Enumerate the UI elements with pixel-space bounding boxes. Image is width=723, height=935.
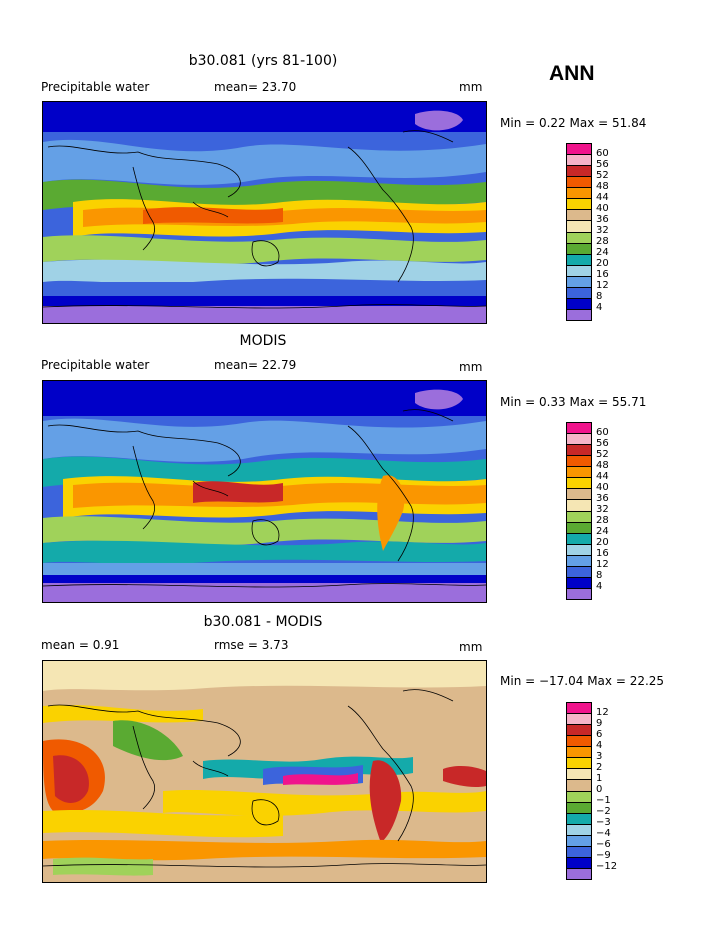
- tick: 24: [596, 247, 609, 258]
- panel-3-colorbar: [566, 702, 592, 880]
- panel-1-minmax-label: Min = 0.22 Max = 51.84: [500, 116, 647, 130]
- tick: 60: [596, 427, 609, 438]
- panel-3-units-label: mm: [459, 640, 483, 654]
- tick: 9: [596, 718, 603, 729]
- panel-2-title: MODIS: [239, 333, 287, 349]
- panel-2-mean-label: mean= 22.79: [214, 358, 297, 372]
- panel-1-map: [42, 101, 487, 324]
- tick: 4: [596, 740, 603, 751]
- panel-2-units-label: mm: [459, 360, 483, 374]
- tick: 52: [596, 449, 609, 460]
- tick: 1: [596, 773, 603, 784]
- tick: 20: [596, 258, 609, 269]
- panel-3-minmax-label: Min = −17.04 Max = 22.25: [500, 674, 665, 688]
- tick: −2: [596, 806, 611, 817]
- tick: 48: [596, 460, 609, 471]
- tick: −4: [596, 828, 611, 839]
- tick: 44: [596, 192, 609, 203]
- tick: 2: [596, 762, 603, 773]
- panel-1-variable-label: Precipitable water: [41, 80, 150, 94]
- tick: 12: [596, 280, 609, 291]
- tick: 36: [596, 493, 609, 504]
- tick: 40: [596, 203, 609, 214]
- panel-1-units-label: mm: [459, 80, 483, 94]
- tick: 8: [596, 570, 603, 581]
- panel-1-title: b30.081 (yrs 81-100): [188, 53, 338, 69]
- tick: 20: [596, 537, 609, 548]
- tick: 28: [596, 515, 609, 526]
- tick: 56: [596, 438, 609, 449]
- panel-3-colorbar-ticks: 12 9 6 4 3 2 1 0 −1 −2 −3 −4 −6 −9 −12: [596, 702, 636, 878]
- tick: 40: [596, 482, 609, 493]
- tick: 8: [596, 291, 603, 302]
- panel-1-colorbar: [566, 143, 592, 321]
- panel-2-colorbar-ticks: 60 56 52 48 44 40 36 32 28 24 20 16 12 8…: [596, 422, 636, 598]
- panel-2-colorbar: [566, 422, 592, 600]
- season-label: ANN: [549, 62, 595, 85]
- tick: 12: [596, 559, 609, 570]
- panel-3-map: [42, 660, 487, 883]
- tick: 36: [596, 214, 609, 225]
- tick: 48: [596, 181, 609, 192]
- tick: 56: [596, 159, 609, 170]
- tick: 4: [596, 302, 603, 313]
- tick: 16: [596, 548, 609, 559]
- tick: 4: [596, 581, 603, 592]
- tick: −12: [596, 861, 618, 872]
- panel-3-mean-label: mean = 0.91: [41, 638, 120, 652]
- tick: −3: [596, 817, 611, 828]
- tick: −6: [596, 839, 611, 850]
- tick: 28: [596, 236, 609, 247]
- tick: 52: [596, 170, 609, 181]
- tick: 3: [596, 751, 603, 762]
- tick: 32: [596, 504, 609, 515]
- panel-2-variable-label: Precipitable water: [41, 358, 150, 372]
- tick: 16: [596, 269, 609, 280]
- tick: 12: [596, 707, 609, 718]
- tick: 60: [596, 148, 609, 159]
- panel-1-mean-label: mean= 23.70: [214, 80, 297, 94]
- panel-2-minmax-label: Min = 0.33 Max = 55.71: [500, 395, 647, 409]
- panel-3-rmse-label: rmse = 3.73: [214, 638, 289, 652]
- tick: 0: [596, 784, 603, 795]
- panel-3-title: b30.081 - MODIS: [203, 614, 323, 630]
- tick: 44: [596, 471, 609, 482]
- tick: 32: [596, 225, 609, 236]
- tick: 24: [596, 526, 609, 537]
- tick: −9: [596, 850, 611, 861]
- tick: 6: [596, 729, 603, 740]
- panel-1-colorbar-ticks: 60 56 52 48 44 40 36 32 28 24 20 16 12 8…: [596, 143, 636, 319]
- panel-2-map: [42, 380, 487, 603]
- tick: −1: [596, 795, 611, 806]
